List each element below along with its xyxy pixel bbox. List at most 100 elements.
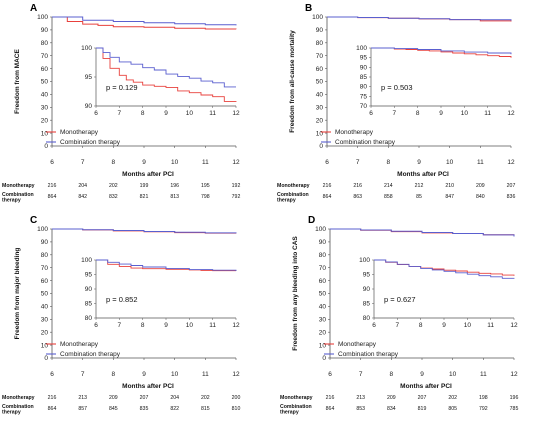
x-tick-label: 6 bbox=[50, 159, 54, 166]
x-tick-label: 7 bbox=[81, 159, 85, 166]
risk-row-label: Combination therapy bbox=[2, 192, 34, 204]
risk-number: 213 bbox=[356, 395, 365, 401]
inset-y-tick-label: 80 bbox=[85, 315, 93, 322]
panel-d: D 0 10 20 30 40 50 60 70 80 90 100 6 7 8 9 10 11 12 Freedom… bbox=[280, 215, 518, 416]
risk-number: 813 bbox=[170, 194, 179, 200]
inset-y-tick-label: 100 bbox=[359, 257, 370, 264]
inset-chart: 70 75 80 85 90 95 100 6 7 8 9 10 11 12 p = 0.503 bbox=[356, 42, 515, 122]
inset-x-tick-label: 12 bbox=[510, 322, 518, 329]
x-tick-label: 10 bbox=[449, 371, 457, 378]
x-tick-label: 8 bbox=[387, 159, 391, 166]
risk-number: 207 bbox=[507, 183, 516, 189]
inset-y-tick-label: 90 bbox=[85, 103, 93, 110]
y-tick-label: 0 bbox=[319, 143, 323, 150]
inset-x-tick-label: 12 bbox=[232, 110, 240, 117]
y-tick-label: 30 bbox=[319, 317, 327, 324]
y-tick-label: 80 bbox=[316, 40, 324, 47]
y-tick-label: 100 bbox=[312, 14, 323, 21]
risk-number: 853 bbox=[356, 406, 365, 412]
inset-y-tick-label: 100 bbox=[81, 257, 92, 264]
y-tick-label: 70 bbox=[41, 53, 49, 60]
risk-number: 819 bbox=[418, 406, 427, 412]
risk-row-label: Monotherapy bbox=[277, 183, 310, 189]
inset-chart: 80 85 90 95 100 6 7 8 9 10 11 12 p = 0.852 bbox=[81, 254, 240, 334]
series-line-combination bbox=[52, 16, 237, 26]
risk-number: 216 bbox=[48, 183, 57, 189]
legend-label-monotherapy: Monotherapy bbox=[60, 341, 99, 348]
risk-number: 195 bbox=[201, 183, 210, 189]
x-tick-label: 12 bbox=[507, 159, 515, 166]
risk-number: 214 bbox=[384, 183, 393, 189]
legend-label-combination: Combination therapy bbox=[338, 351, 399, 358]
x-tick-label: 11 bbox=[202, 371, 209, 378]
risk-row-label-line: therapy bbox=[2, 410, 21, 416]
inset-x-tick-label: 6 bbox=[94, 322, 98, 329]
inset-y-tick-label: 70 bbox=[360, 103, 368, 110]
y-tick-label: 70 bbox=[316, 53, 324, 60]
risk-number: 864 bbox=[48, 194, 57, 200]
x-tick-label: 8 bbox=[112, 159, 116, 166]
p-value-label: p = 0.129 bbox=[106, 83, 138, 92]
inset-x-tick-label: 7 bbox=[118, 110, 122, 117]
y-tick-label: 90 bbox=[41, 239, 49, 246]
x-tick-label: 11 bbox=[477, 159, 484, 166]
y-tick-label: 40 bbox=[319, 304, 327, 311]
x-tick-label: 12 bbox=[232, 159, 240, 166]
inset-background bbox=[82, 42, 240, 122]
y-tick-label: 30 bbox=[316, 105, 324, 112]
risk-number: 202 bbox=[109, 183, 118, 189]
y-tick-label: 60 bbox=[319, 278, 327, 285]
inset-x-tick-label: 6 bbox=[369, 110, 373, 117]
x-tick-label: 6 bbox=[325, 159, 329, 166]
y-tick-label: 90 bbox=[316, 27, 324, 34]
inset-x-tick-label: 8 bbox=[141, 322, 145, 329]
y-tick-label: 100 bbox=[37, 14, 48, 21]
risk-row-label: Monotherapy bbox=[2, 183, 35, 189]
y-tick-label: 40 bbox=[41, 92, 49, 99]
y-tick-label: 20 bbox=[41, 117, 49, 124]
y-tick-label: 60 bbox=[316, 66, 324, 73]
inset-x-tick-label: 6 bbox=[94, 110, 98, 117]
x-tick-label: 8 bbox=[112, 371, 116, 378]
risk-number: 209 bbox=[387, 395, 396, 401]
inset-x-tick-label: 10 bbox=[186, 110, 194, 117]
y-tick-label: 30 bbox=[41, 105, 49, 112]
y-tick-label: 20 bbox=[41, 329, 49, 336]
risk-number: 864 bbox=[326, 406, 335, 412]
risk-number: 832 bbox=[109, 194, 118, 200]
y-tick-label: 100 bbox=[37, 226, 48, 233]
x-tick-label: 7 bbox=[359, 371, 363, 378]
inset-x-tick-label: 9 bbox=[164, 110, 168, 117]
y-tick-label: 0 bbox=[322, 355, 326, 362]
x-tick-label: 12 bbox=[510, 371, 518, 378]
risk-number: 810 bbox=[232, 406, 241, 412]
risk-number: 864 bbox=[48, 406, 57, 412]
y-tick-label: 90 bbox=[319, 239, 327, 246]
x-tick-label: 10 bbox=[446, 159, 454, 166]
y-tick-label: 0 bbox=[44, 143, 48, 150]
risk-number: 202 bbox=[448, 395, 457, 401]
inset-x-tick-label: 9 bbox=[442, 322, 446, 329]
risk-number: 207 bbox=[418, 395, 427, 401]
inset-y-tick-label: 80 bbox=[360, 84, 368, 91]
y-tick-label: 10 bbox=[319, 342, 327, 349]
risk-number: 216 bbox=[48, 395, 57, 401]
risk-number: 200 bbox=[232, 395, 241, 401]
y-tick-label: 50 bbox=[41, 79, 49, 86]
panel-c: C 0 10 20 30 40 50 60 70 80 90 100 6 7 8 9 10 11 12 Freedom… bbox=[2, 215, 240, 416]
risk-row-label-line: therapy bbox=[2, 198, 21, 204]
inset-y-tick-label: 100 bbox=[81, 45, 92, 52]
x-tick-label: 11 bbox=[202, 159, 209, 166]
y-tick-label: 40 bbox=[316, 92, 324, 99]
inset-y-tick-label: 90 bbox=[363, 286, 371, 293]
panel-letter: C bbox=[30, 215, 37, 226]
risk-number: 845 bbox=[109, 406, 118, 412]
x-tick-label: 7 bbox=[356, 159, 360, 166]
legend-label-combination: Combination therapy bbox=[60, 139, 121, 146]
inset-x-tick-label: 12 bbox=[232, 322, 240, 329]
risk-number: 863 bbox=[353, 194, 362, 200]
panel-a: A 0 10 20 30 40 50 60 70 80 90 100 6 7 8 9 10 11 12 Freedom… bbox=[2, 3, 240, 204]
inset-chart: 80 85 90 95 100 6 7 8 9 10 11 12 p = 0.627 bbox=[359, 254, 518, 334]
x-axis-title: Months after PCI bbox=[397, 171, 449, 178]
y-tick-label: 10 bbox=[316, 130, 324, 137]
